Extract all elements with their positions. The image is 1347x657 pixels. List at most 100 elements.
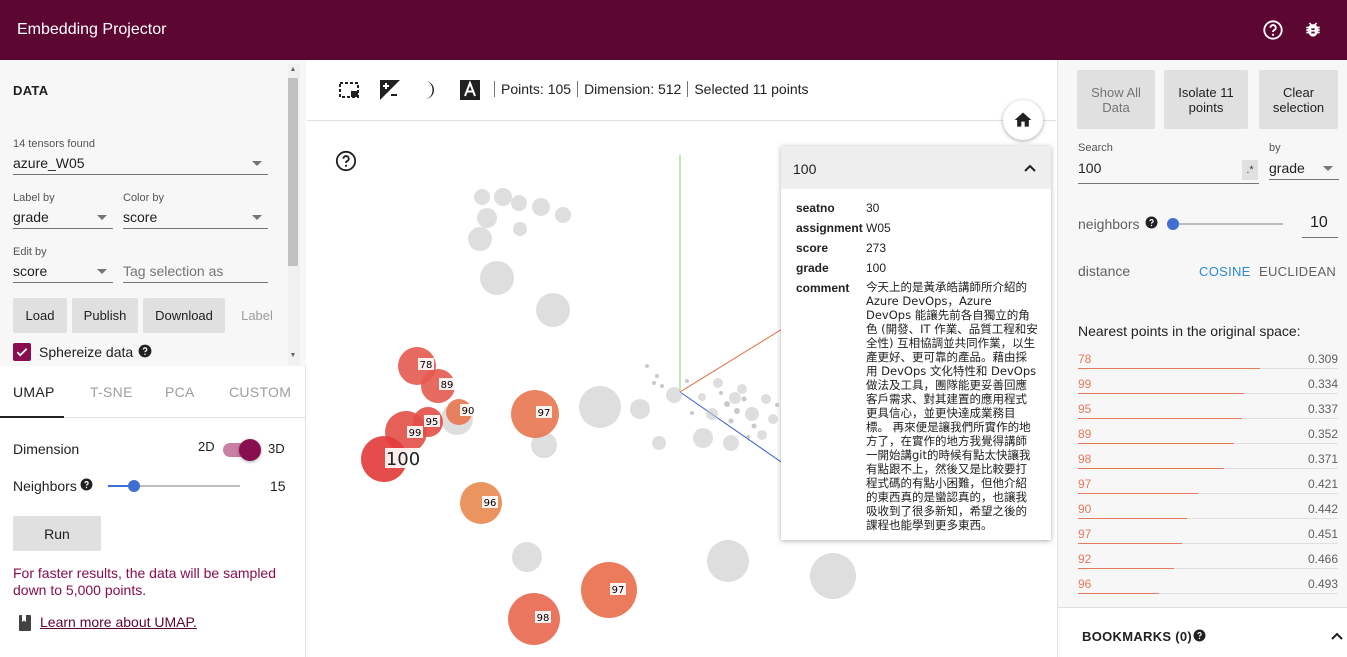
point[interactable]	[685, 379, 689, 383]
point[interactable]	[693, 428, 713, 448]
load-button[interactable]: Load	[13, 298, 67, 333]
search-by-select[interactable]: grade	[1269, 160, 1339, 180]
point[interactable]	[630, 399, 650, 419]
scatter-canvas[interactable]: 78 89 99 95 90 97 96 97 98 100	[307, 121, 1056, 657]
point[interactable]	[536, 293, 570, 327]
help-icon[interactable]	[1261, 18, 1285, 42]
help-icon[interactable]	[1145, 216, 1158, 232]
point[interactable]	[728, 418, 734, 424]
tab-umap[interactable]: UMAP	[13, 384, 55, 400]
chevron-up-icon[interactable]	[1023, 161, 1037, 178]
help-icon[interactable]	[335, 150, 357, 172]
regex-toggle[interactable]: .*	[1242, 160, 1258, 180]
point[interactable]	[579, 386, 621, 428]
point[interactable]	[707, 540, 749, 582]
point[interactable]	[513, 222, 527, 236]
point[interactable]	[652, 381, 656, 385]
euclidean-option[interactable]: EUCLIDEAN	[1259, 264, 1337, 279]
point[interactable]	[474, 189, 490, 205]
point[interactable]	[652, 436, 666, 450]
point[interactable]	[729, 392, 741, 404]
point[interactable]	[761, 394, 771, 404]
point[interactable]	[724, 401, 730, 407]
dimension-toggle-knob[interactable]	[239, 439, 261, 461]
point[interactable]	[810, 553, 856, 599]
point[interactable]	[666, 387, 682, 403]
download-button[interactable]: Download	[143, 298, 225, 333]
point[interactable]	[690, 411, 694, 415]
point[interactable]	[734, 408, 740, 414]
clear-selection-button[interactable]: Clear selection	[1259, 70, 1338, 129]
point[interactable]	[737, 384, 747, 394]
point[interactable]	[745, 407, 759, 421]
contrast-icon[interactable]	[418, 79, 440, 101]
point-97[interactable]	[511, 390, 559, 438]
point[interactable]	[468, 227, 492, 251]
search-input[interactable]: 100	[1078, 160, 1259, 184]
nearest-point-row[interactable]: 89 0.352	[1078, 423, 1338, 448]
nearest-point-row[interactable]: 97 0.451	[1078, 523, 1338, 548]
edit-by-select[interactable]: score	[13, 263, 113, 283]
point[interactable]	[775, 403, 779, 407]
help-icon[interactable]	[1193, 629, 1206, 645]
bounding-box-select-icon[interactable]	[338, 79, 360, 101]
bug-report-icon[interactable]	[1301, 18, 1325, 42]
point[interactable]	[757, 430, 767, 440]
point-97[interactable]	[581, 562, 637, 618]
reset-view-button[interactable]	[1003, 100, 1043, 140]
help-icon[interactable]	[138, 344, 152, 361]
neighbors-input[interactable]: 10	[1302, 214, 1338, 238]
point[interactable]	[512, 542, 542, 572]
tab-tsne[interactable]: T-SNE	[90, 384, 133, 400]
point-96[interactable]	[460, 482, 502, 524]
nearest-point-row[interactable]: 98 0.371	[1078, 448, 1338, 473]
nearest-point-row[interactable]: 92 0.466	[1078, 548, 1338, 573]
point[interactable]	[719, 391, 723, 395]
point[interactable]	[698, 393, 706, 401]
learn-more-link[interactable]: Learn more about UMAP.	[40, 614, 197, 630]
point[interactable]	[645, 364, 649, 368]
nearest-point-row[interactable]: 95 0.337	[1078, 398, 1338, 423]
point[interactable]	[480, 261, 514, 295]
sphereize-checkbox[interactable]	[13, 343, 31, 361]
point[interactable]	[531, 432, 557, 458]
neighbors-slider-knob[interactable]	[128, 480, 140, 492]
point-100[interactable]	[361, 436, 407, 482]
point[interactable]	[660, 384, 664, 388]
label-by-select[interactable]: grade	[13, 209, 113, 229]
tab-custom[interactable]: CUSTOM	[229, 384, 292, 400]
point-89[interactable]	[421, 369, 455, 403]
point[interactable]	[655, 374, 659, 378]
night-mode-icon[interactable]	[379, 79, 401, 101]
publish-button[interactable]: Publish	[72, 298, 138, 333]
point[interactable]	[741, 396, 747, 402]
cosine-option[interactable]: COSINE	[1199, 264, 1251, 279]
scrollbar-thumb[interactable]	[288, 78, 298, 266]
neighbors-slider-knob[interactable]	[1167, 218, 1179, 230]
scroll-up-icon[interactable]: ▲	[289, 66, 297, 73]
point-98[interactable]	[508, 593, 560, 645]
metadata-card-header[interactable]: 100	[781, 146, 1051, 189]
point[interactable]	[706, 408, 718, 420]
nearest-point-row[interactable]: 78 0.309	[1078, 348, 1338, 373]
point[interactable]	[713, 378, 723, 388]
tag-selection-input[interactable]: Tag selection as	[123, 263, 268, 283]
point[interactable]	[511, 195, 527, 211]
nearest-point-row[interactable]: 99 0.334	[1078, 373, 1338, 398]
nearest-point-row[interactable]: 90 0.442	[1078, 498, 1338, 523]
nearest-point-row[interactable]: 97 0.421	[1078, 473, 1338, 498]
point[interactable]	[555, 207, 571, 223]
point[interactable]	[494, 188, 512, 206]
label-button[interactable]: Label	[241, 308, 273, 323]
color-by-select[interactable]: score	[123, 209, 268, 229]
help-icon[interactable]	[80, 478, 93, 494]
isolate-points-button[interactable]: Isolate 11 points	[1164, 70, 1248, 129]
point[interactable]	[768, 414, 778, 424]
neighbors-slider[interactable]	[108, 485, 240, 487]
run-button[interactable]: Run	[13, 516, 101, 551]
point[interactable]	[751, 423, 757, 429]
tensor-select[interactable]: azure_W05	[13, 155, 268, 175]
scroll-down-icon[interactable]: ▼	[289, 352, 297, 359]
nearest-point-row[interactable]: 96 0.493	[1078, 573, 1338, 598]
tab-pca[interactable]: PCA	[165, 384, 195, 400]
